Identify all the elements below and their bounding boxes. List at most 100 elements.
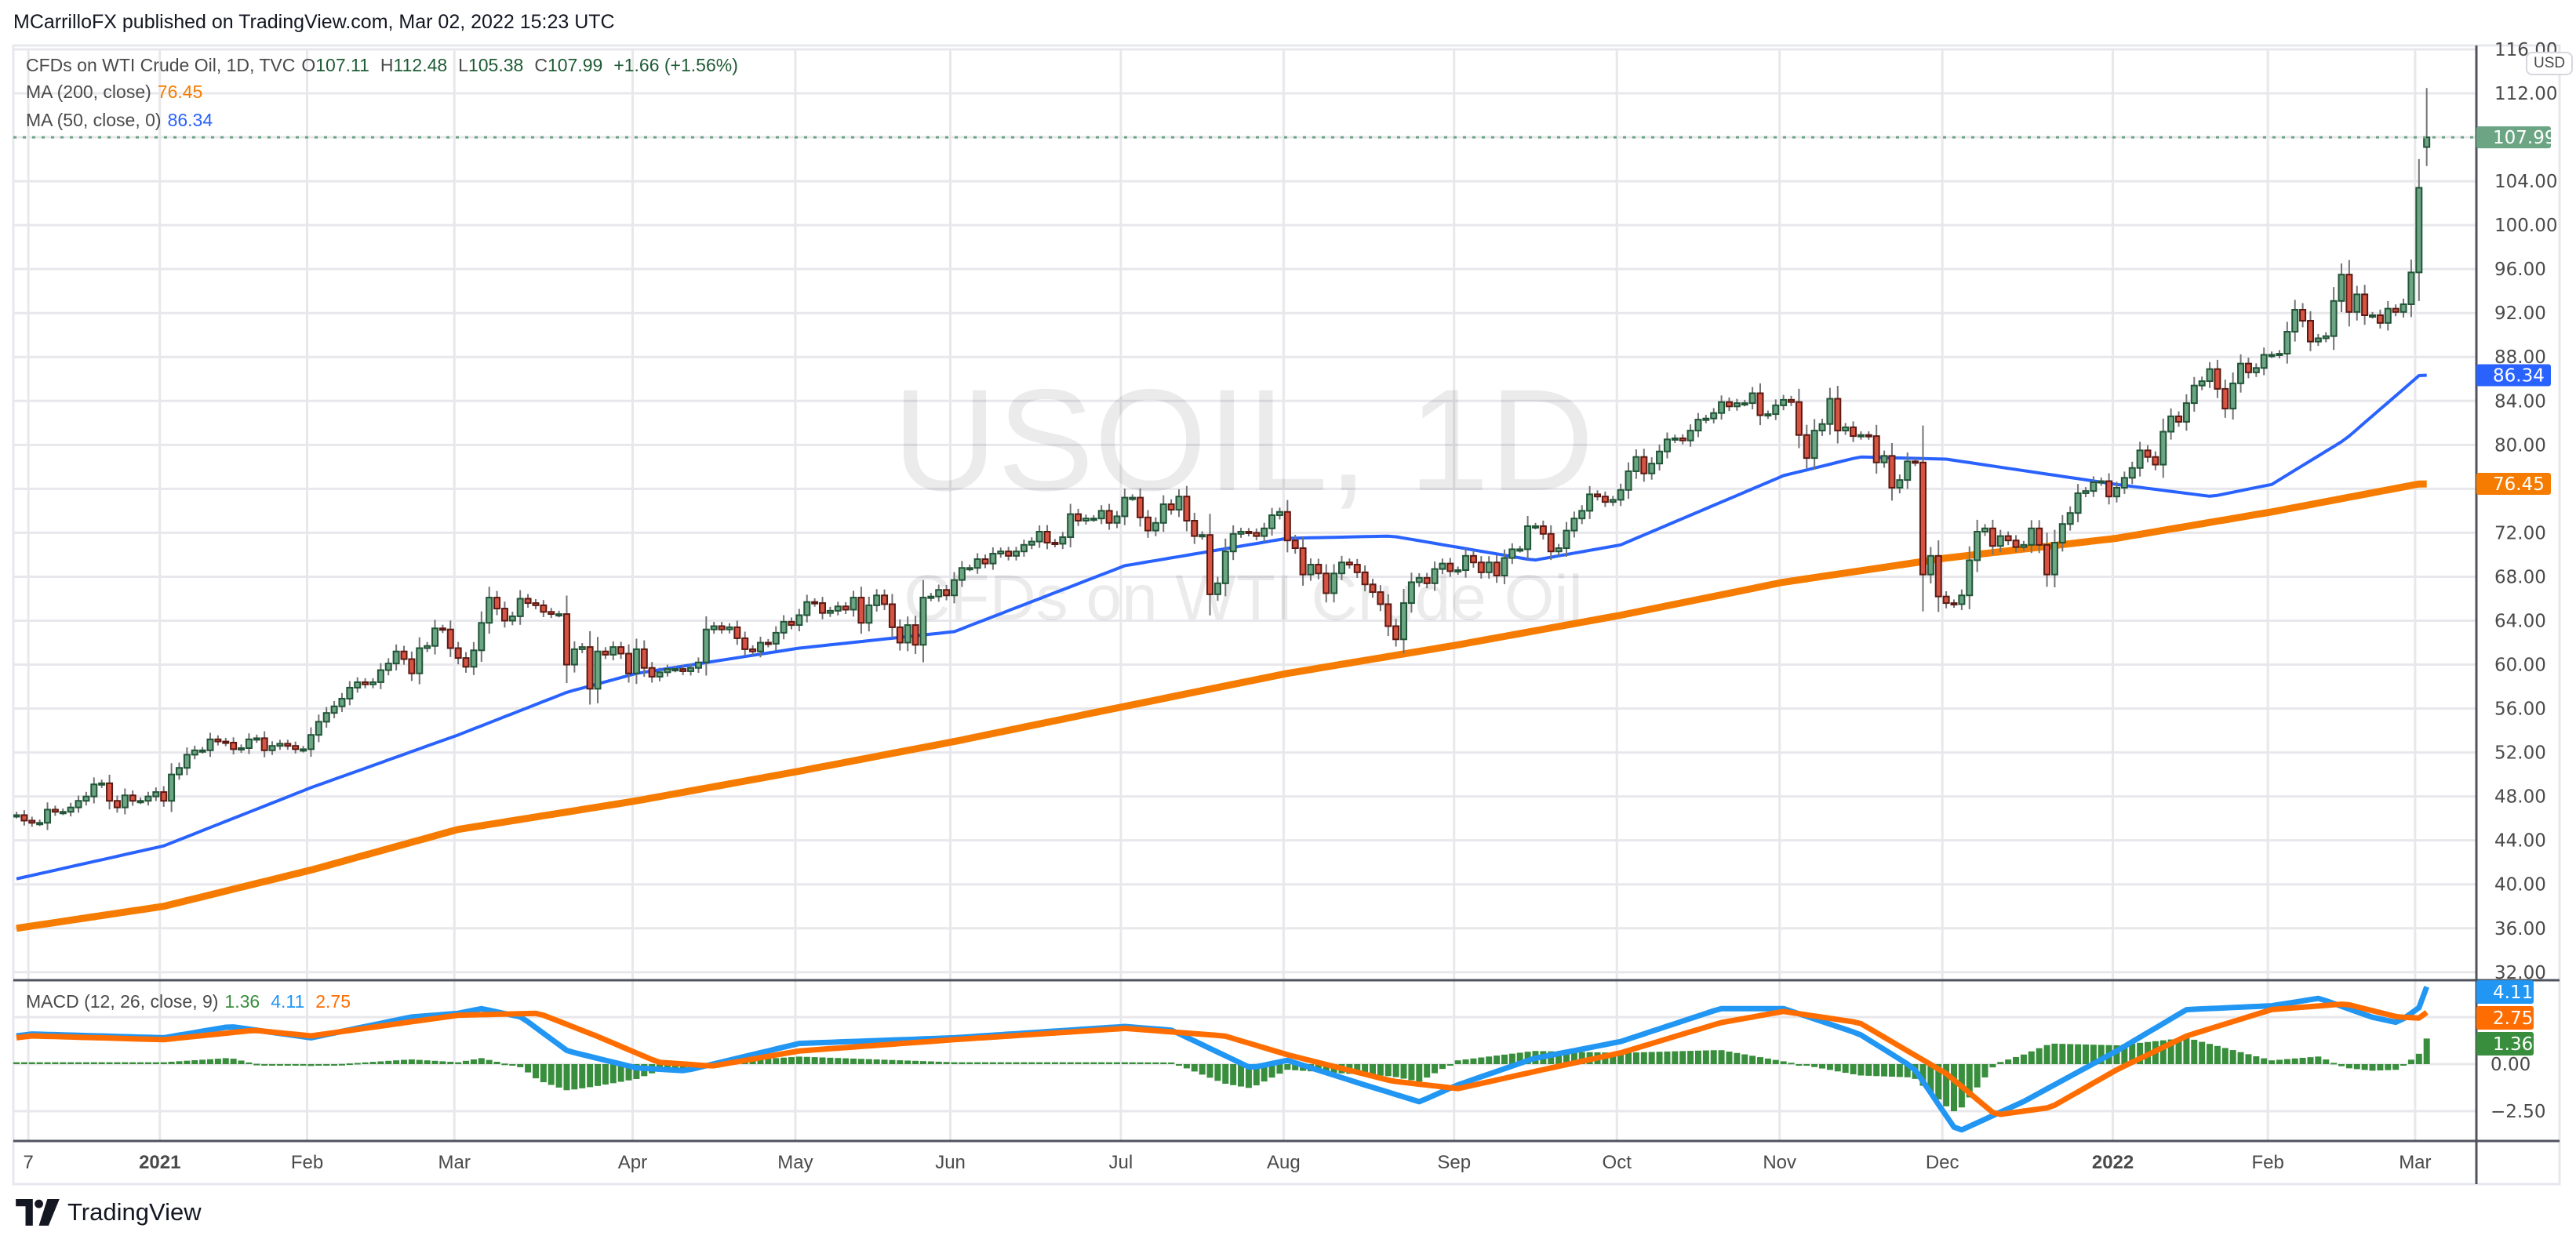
candle-up[interactable] <box>1555 543 1563 556</box>
candle-down[interactable] <box>1601 491 1609 507</box>
candle-up[interactable] <box>826 606 834 617</box>
candle-down[interactable] <box>1353 558 1361 578</box>
candle-up[interactable] <box>2407 259 2415 318</box>
candle-up[interactable] <box>2283 322 2291 364</box>
candle-up[interactable] <box>1221 538 1229 597</box>
candle-up[interactable] <box>1710 408 1718 424</box>
candle-down[interactable] <box>1834 386 1842 444</box>
candle-down[interactable] <box>1850 421 1857 442</box>
candle-down[interactable] <box>943 584 951 601</box>
candle-up[interactable] <box>2400 298 2407 318</box>
candle-down[interactable] <box>446 620 454 657</box>
candle-up[interactable] <box>206 732 214 758</box>
candle-up[interactable] <box>144 791 152 806</box>
candle-down[interactable] <box>2004 531 2012 546</box>
candle-up[interactable] <box>2128 461 2136 485</box>
candle-up[interactable] <box>1199 531 1206 540</box>
candle-down[interactable] <box>1105 503 1113 530</box>
candle-up[interactable] <box>2314 333 2322 347</box>
candle-down[interactable] <box>586 630 594 705</box>
candle-up[interactable] <box>2098 477 2105 486</box>
candle-up[interactable] <box>330 701 338 718</box>
candle-up[interactable] <box>1663 432 1671 459</box>
candle-down[interactable] <box>222 737 230 747</box>
candle-up[interactable] <box>578 643 586 653</box>
candle-down[interactable] <box>2221 380 2229 418</box>
candle-down[interactable] <box>1888 442 1896 501</box>
candle-down[interactable] <box>1594 490 1602 501</box>
candle-down[interactable] <box>214 735 222 746</box>
candle-up[interactable] <box>1818 418 1826 436</box>
candle-down[interactable] <box>1075 508 1082 526</box>
candle-down[interactable] <box>648 662 656 683</box>
candle-up[interactable] <box>1454 566 1462 576</box>
candle-up[interactable] <box>2050 529 2058 588</box>
candle-up[interactable] <box>82 791 90 806</box>
candle-down[interactable] <box>911 616 919 655</box>
candle-up[interactable] <box>803 594 811 623</box>
candle-down[interactable] <box>1323 564 1330 603</box>
candle-up[interactable] <box>1524 515 1532 560</box>
candle-up[interactable] <box>834 601 842 616</box>
candle-up[interactable] <box>1067 503 1075 548</box>
candle-up[interactable] <box>478 611 486 663</box>
candle-up[interactable] <box>1966 546 1974 609</box>
candle-down[interactable] <box>500 601 508 628</box>
candle-down[interactable] <box>811 598 819 607</box>
candle-up[interactable] <box>1516 546 1524 553</box>
candle-up[interactable] <box>300 746 307 753</box>
candle-up[interactable] <box>997 547 1005 558</box>
price-pane[interactable] <box>13 88 2476 932</box>
candle-up[interactable] <box>1648 457 1656 480</box>
candle-down[interactable] <box>438 624 446 634</box>
candle-up[interactable] <box>772 626 780 651</box>
candle-up[interactable] <box>1431 561 1439 591</box>
candle-up[interactable] <box>36 819 44 827</box>
candle-down[interactable] <box>881 589 889 611</box>
candle-up[interactable] <box>687 663 695 676</box>
candle-up[interactable] <box>2260 347 2268 376</box>
candle-up[interactable] <box>136 798 144 805</box>
candle-down[interactable] <box>1912 457 1919 467</box>
candle-up[interactable] <box>1337 555 1345 580</box>
candle-up[interactable] <box>2252 363 2260 377</box>
candle-up[interactable] <box>973 553 981 574</box>
candle-down[interactable] <box>408 651 416 681</box>
candle-down[interactable] <box>1392 619 1400 647</box>
candle-up[interactable] <box>664 664 671 677</box>
candle-up[interactable] <box>152 787 160 801</box>
candle-up[interactable] <box>2268 351 2276 358</box>
candle-down[interactable] <box>524 594 532 608</box>
candle-up[interactable] <box>2020 540 2028 551</box>
candle-up[interactable] <box>1020 540 1028 557</box>
candle-up[interactable] <box>1261 522 1268 542</box>
candle-down[interactable] <box>1369 579 1377 598</box>
candle-down[interactable] <box>888 594 896 638</box>
candle-up[interactable] <box>950 572 958 604</box>
candle-up[interactable] <box>795 609 803 632</box>
candle-up[interactable] <box>1896 474 1904 494</box>
candle-up[interactable] <box>1175 489 1183 518</box>
candle-up[interactable] <box>2120 471 2128 494</box>
candle-down[interactable] <box>1206 514 1214 616</box>
candle-down[interactable] <box>1253 528 1261 541</box>
candle-up[interactable] <box>470 641 478 675</box>
candle-up[interactable] <box>594 637 602 703</box>
candle-up[interactable] <box>322 707 330 728</box>
candle-up[interactable] <box>1702 415 1710 423</box>
candle-up[interactable] <box>191 745 198 760</box>
candle-up[interactable] <box>756 636 764 658</box>
candle-up[interactable] <box>1625 462 1632 500</box>
candle-up[interactable] <box>315 714 322 743</box>
candle-up[interactable] <box>253 734 260 743</box>
candle-down[interactable] <box>20 810 28 826</box>
candle-down[interactable] <box>1640 449 1648 482</box>
candle-up[interactable] <box>1609 496 1617 507</box>
candle-down[interactable] <box>292 741 300 754</box>
candle-up[interactable] <box>726 623 733 634</box>
candle-up[interactable] <box>183 747 191 776</box>
candle-up[interactable] <box>392 644 400 670</box>
candle-down[interactable] <box>1183 485 1191 532</box>
candle-down[interactable] <box>2152 451 2159 471</box>
candle-up[interactable] <box>2090 476 2098 497</box>
